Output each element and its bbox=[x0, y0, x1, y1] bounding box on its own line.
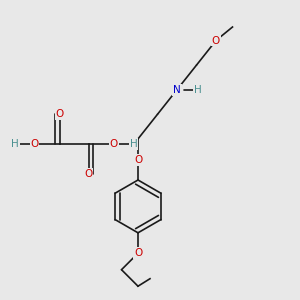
Text: H: H bbox=[11, 139, 19, 149]
Text: O: O bbox=[212, 35, 220, 46]
Text: H: H bbox=[194, 85, 202, 95]
Text: O: O bbox=[134, 155, 142, 165]
Text: O: O bbox=[110, 139, 118, 149]
Text: O: O bbox=[30, 139, 39, 149]
Text: O: O bbox=[56, 109, 64, 119]
Text: N: N bbox=[173, 85, 181, 95]
Text: H: H bbox=[130, 139, 137, 149]
Text: O: O bbox=[134, 248, 142, 258]
Text: O: O bbox=[84, 169, 93, 179]
